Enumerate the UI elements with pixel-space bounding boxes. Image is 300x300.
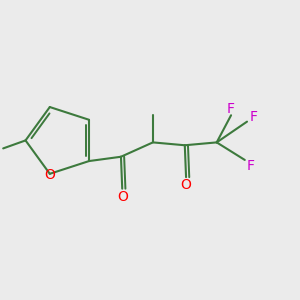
Text: F: F — [247, 159, 254, 173]
Text: F: F — [226, 102, 234, 116]
Text: F: F — [249, 110, 257, 124]
Text: O: O — [44, 168, 55, 182]
Text: O: O — [117, 190, 128, 204]
Text: O: O — [181, 178, 191, 192]
